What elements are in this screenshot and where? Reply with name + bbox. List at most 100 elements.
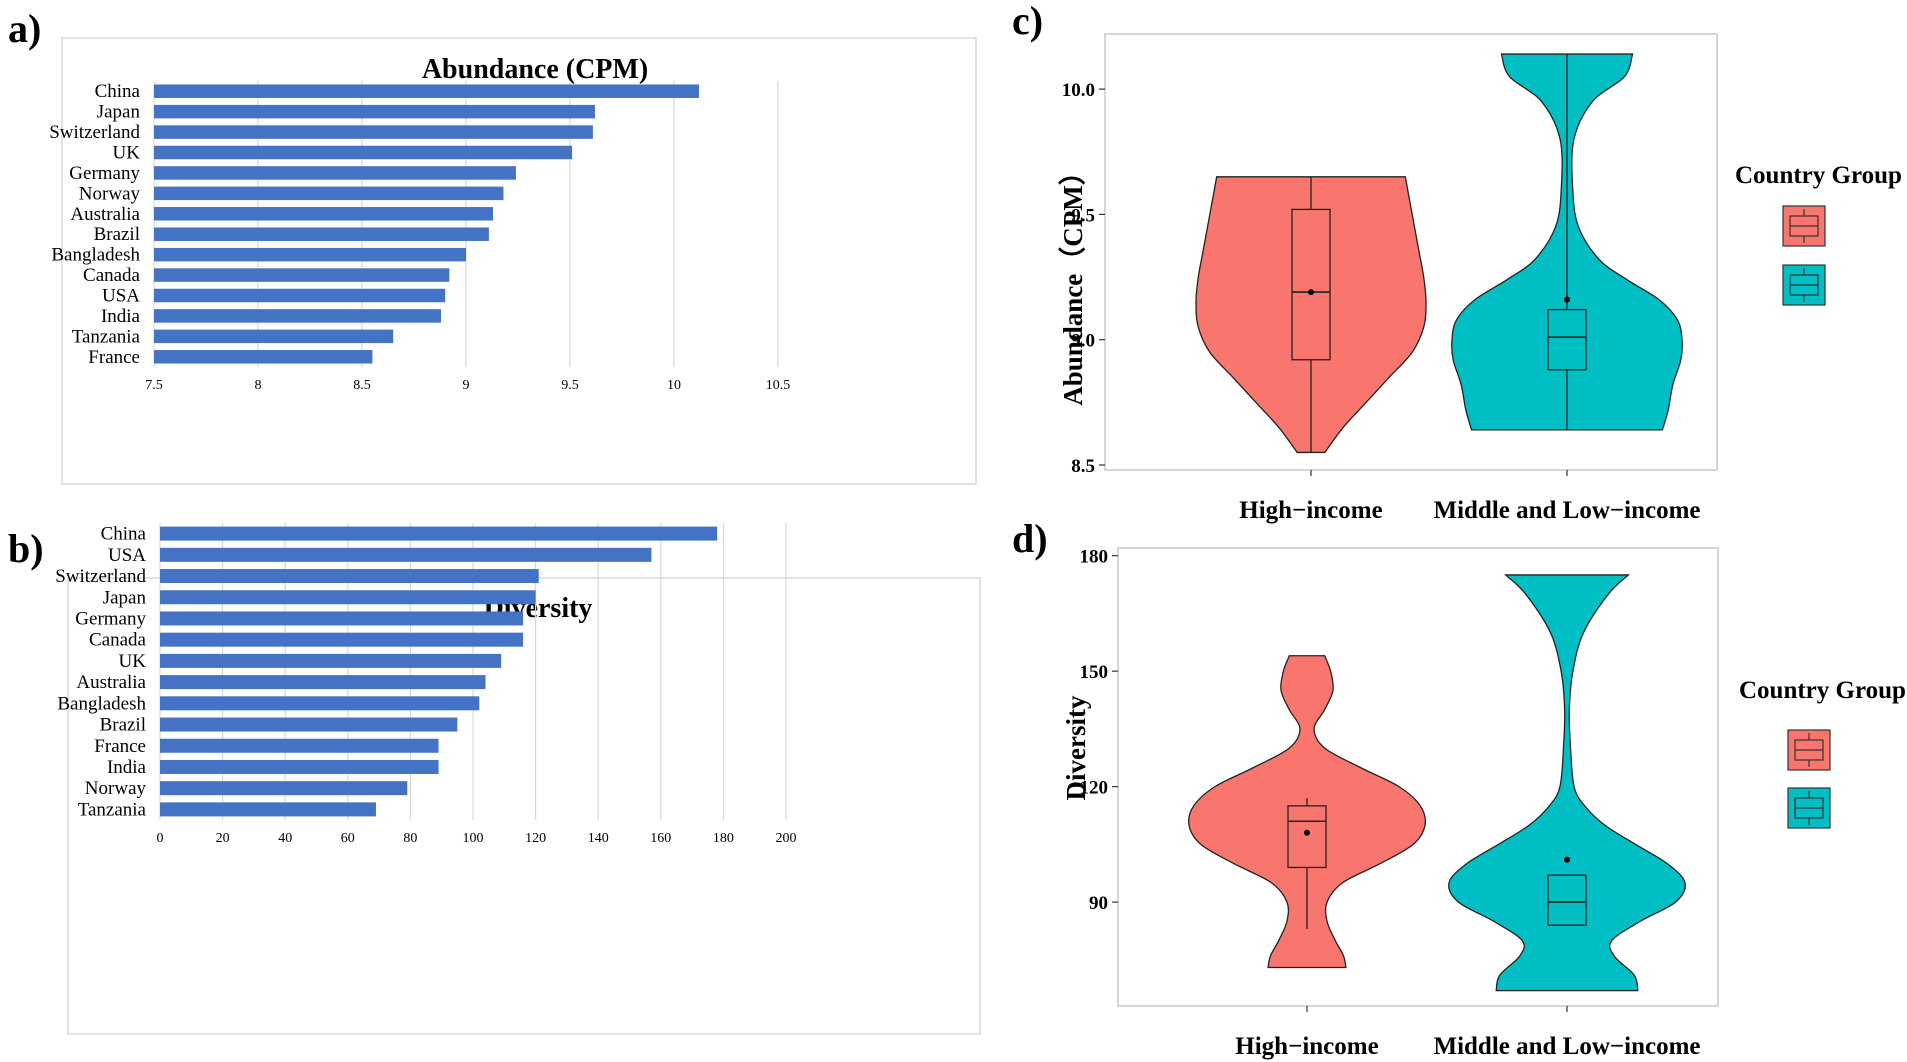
category-label: USA: [102, 286, 140, 307]
legend-d-low-key: [1787, 787, 1831, 829]
x-tick-label: 10: [667, 378, 681, 393]
category-label: UK: [113, 143, 141, 164]
x-tick-label: 0: [157, 831, 164, 846]
chart-a-plot: 7.5 8 8.5 9 9.5 10 10.5 ChinaJapanSwitzerlandUK…: [49, 81, 790, 393]
legend-c-title: Country Group: [1735, 162, 1902, 189]
bar-bangladesh: [160, 696, 480, 711]
x-category-label: High−income: [1235, 1033, 1378, 1060]
legend-d-high-key: [1787, 729, 1831, 771]
mean-dot: [1304, 829, 1310, 836]
panel-label-a: a): [8, 6, 41, 51]
category-label: France: [94, 736, 146, 757]
box: [1547, 308, 1587, 371]
bar-usa: [160, 547, 652, 562]
x-tick-label: 160: [650, 831, 671, 846]
x-tick-label: 200: [776, 831, 797, 846]
violin-high-income: [1187, 655, 1427, 969]
bar-tanzania: [154, 329, 394, 344]
bar-uk: [154, 145, 573, 160]
category-label: USA: [108, 545, 146, 566]
category-label: Canada: [89, 630, 147, 651]
bar-uk: [160, 653, 502, 668]
category-label: India: [101, 306, 141, 327]
category-label: Brazil: [100, 715, 146, 736]
bar-norway: [154, 186, 504, 201]
x-tick-label: 120: [525, 831, 546, 846]
category-label: Bangladesh: [57, 693, 146, 714]
x-category-label: Middle and Low−income: [1433, 1033, 1700, 1060]
panel-label-b: b): [8, 526, 44, 571]
x-tick-label: 140: [588, 831, 609, 846]
legend-c-high-key: [1782, 205, 1826, 247]
x-tick-label: 8: [255, 378, 262, 393]
y-tick-label: 120: [1080, 778, 1109, 799]
y-tick-label: 150: [1080, 662, 1109, 683]
violin-high-income: [1195, 176, 1427, 454]
category-label: Norway: [79, 183, 141, 204]
chart-c-plot: 8.5 9.0 9.5 10.0 High−income Middle and Low−i…: [1062, 53, 1701, 524]
chart-a-frame: [61, 37, 977, 485]
mean-dot: [1564, 856, 1570, 863]
x-tick-label: 100: [463, 831, 484, 846]
bar-china: [160, 526, 718, 541]
bar-australia: [154, 207, 494, 221]
y-tick-label: 8.5: [1071, 456, 1095, 477]
bar-germany: [154, 166, 516, 180]
bar-switzerland: [160, 569, 539, 584]
bar-tanzania: [160, 802, 376, 817]
x-tick-label: 8.5: [353, 378, 371, 393]
category-label: China: [95, 81, 141, 102]
legend-c-low-key: [1782, 264, 1826, 306]
bar-france: [160, 738, 439, 753]
bar-brazil: [160, 717, 458, 732]
category-label: Germany: [75, 608, 146, 629]
chart-d-frame: [1117, 547, 1719, 1007]
violin-middle-low-income: [1448, 574, 1686, 992]
bar-brazil: [154, 227, 489, 241]
bar-canada: [154, 268, 450, 282]
category-label: Switzerland: [55, 566, 146, 587]
y-tick-label: 180: [1080, 547, 1109, 568]
x-tick-label: 9: [463, 378, 470, 393]
chart-d-plot: 90 120 150 180 High−income Middle and Low−inc…: [1080, 547, 1701, 1060]
x-category-label: Middle and Low−income: [1433, 497, 1700, 524]
category-label: France: [88, 347, 140, 368]
category-label: Canada: [83, 265, 141, 286]
bar-india: [154, 309, 442, 323]
bar-norway: [160, 781, 408, 796]
bar-india: [160, 759, 439, 774]
legend-d-title: Country Group: [1739, 677, 1906, 704]
category-label: Tanzania: [72, 326, 141, 347]
y-tick-label: 10.0: [1062, 80, 1095, 101]
category-label: Brazil: [94, 224, 140, 245]
x-tick-label: 40: [278, 831, 292, 846]
x-category-label: High−income: [1239, 497, 1382, 524]
category-label: Bangladesh: [51, 245, 140, 266]
category-label: Japan: [97, 102, 141, 123]
bar-bangladesh: [154, 247, 466, 262]
category-label: Japan: [103, 587, 147, 608]
box: [1291, 208, 1331, 361]
panel-label-d: d): [1012, 516, 1048, 561]
x-tick-label: 80: [403, 831, 417, 846]
box: [1287, 805, 1327, 869]
bar-switzerland: [154, 125, 593, 139]
x-tick-label: 10.5: [766, 378, 791, 393]
x-tick-label: 60: [341, 831, 355, 846]
chart-c-frame: [1104, 33, 1718, 471]
mean-dot: [1564, 296, 1570, 303]
bar-china: [154, 84, 699, 98]
category-label: India: [107, 757, 147, 778]
category-label: Switzerland: [49, 122, 140, 143]
category-label: Norway: [85, 778, 147, 799]
bar-japan: [160, 590, 536, 605]
mean-dot: [1308, 289, 1314, 296]
x-tick-label: 180: [713, 831, 734, 846]
x-tick-label: 9.5: [561, 378, 579, 393]
y-tick-label: 9.0: [1071, 331, 1095, 352]
bar-germany: [160, 611, 524, 626]
category-label: UK: [119, 651, 147, 672]
category-label: Australia: [76, 672, 146, 693]
chart-b-plot: 0 20 40 60 80 100 120 140 160 180 200 ChinaUSASwitz…: [55, 523, 797, 846]
